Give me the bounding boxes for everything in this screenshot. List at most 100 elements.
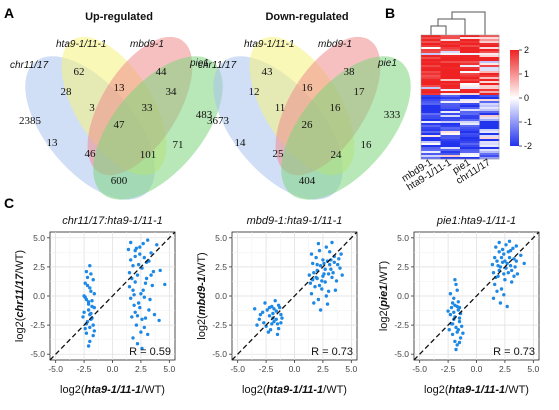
scatter-point <box>323 267 327 271</box>
heatmap-cell <box>421 47 441 50</box>
heatmap-cell <box>421 95 441 98</box>
y-axis-label-part: /WT) <box>196 252 208 276</box>
heatmap-cell <box>421 113 441 116</box>
scatter-point <box>340 273 344 277</box>
venn-down-title: Down-regulated <box>265 11 348 23</box>
heatmap-cell <box>440 109 461 112</box>
scatter-point <box>83 295 87 299</box>
x-tick-label: 5.0 <box>527 364 539 374</box>
scatter-point <box>505 304 509 309</box>
heatmap-cell <box>440 91 461 94</box>
heatmap-cell <box>440 107 461 110</box>
heatmap-cell <box>421 49 441 52</box>
scatter-point <box>461 331 465 335</box>
x-tick-label: -5.0 <box>230 364 245 374</box>
heatmap-cell <box>440 141 461 144</box>
scatter-point <box>255 323 259 327</box>
scatter-point <box>262 321 266 325</box>
scatter-point <box>316 297 321 302</box>
heatmap-cell <box>421 157 441 160</box>
heatmap-cell <box>479 99 500 102</box>
heatmap-cell <box>421 63 441 66</box>
scatter-point <box>502 272 506 276</box>
scatter-point <box>275 322 280 326</box>
x-axis-label: log2(hta9-1/11-1/WT) <box>242 384 347 396</box>
scatter-point <box>514 244 518 248</box>
scatter-point <box>307 273 311 277</box>
heatmap-cell <box>460 47 480 50</box>
identity-line <box>413 231 540 361</box>
heatmap-cell <box>479 153 500 156</box>
heatmap-cell <box>479 85 500 88</box>
heatmap-cell <box>460 155 480 158</box>
heatmap-cell <box>460 83 480 86</box>
heatmap-cell <box>460 101 480 104</box>
heatmap-cell <box>440 79 461 82</box>
heatmap-cell <box>421 69 441 72</box>
scatter-point <box>127 271 132 275</box>
heatmap-cell <box>479 41 500 44</box>
heatmap-cell <box>440 129 461 132</box>
y-tick-label: -5.0 <box>30 349 45 359</box>
scatter-point <box>131 288 135 292</box>
scatter-point <box>507 255 512 260</box>
heatmap-cell <box>479 151 500 154</box>
scatter-point <box>500 260 505 264</box>
scatter-point <box>456 328 460 332</box>
scatter-point <box>133 280 137 284</box>
scatter-point <box>494 245 498 249</box>
heatmap-cell <box>440 135 461 138</box>
heatmap-cell <box>460 111 480 114</box>
scatter-point <box>138 252 142 256</box>
venn-up-label-hta9: hta9-1/11-1 <box>56 39 106 50</box>
heatmap-cell <box>421 141 441 144</box>
scatter-point <box>149 273 153 277</box>
scatter-point <box>139 330 143 334</box>
heatmap-cell <box>460 145 480 148</box>
heatmap-cells <box>420 34 500 160</box>
correlation-label: R = 0.73 <box>493 346 535 358</box>
scatter-point <box>148 297 152 302</box>
scatter-point <box>88 325 92 330</box>
heatmap-cell <box>421 111 441 114</box>
scatter-point <box>266 330 271 334</box>
scatter-point <box>448 312 453 317</box>
scatter-point <box>141 241 145 246</box>
heatmap: 210-1-2 mbd9-1 hta9-1/11-1 pie1 chr11/17 <box>400 11 532 193</box>
venn-down-region-count: 16 <box>330 102 342 114</box>
heatmap-cell <box>421 55 441 58</box>
scatter-pie1-vs-hta9: R = 0.73 pie1:hta9-1/11-1 -5.0 -2.5 0.0 2.5 5.… <box>378 215 539 396</box>
heatmap-cell <box>421 43 441 46</box>
dendrogram-link <box>451 11 486 35</box>
heatmap-cell <box>421 59 441 62</box>
heatmap-cell <box>460 65 480 68</box>
heatmap-cell <box>460 107 480 110</box>
heatmap-cell <box>460 141 480 144</box>
x-axis-label: log2(hta9-1/11-1/WT) <box>424 384 529 396</box>
heatmap-cell <box>460 97 480 100</box>
heatmap-cell <box>479 49 500 52</box>
scatter-point <box>326 289 331 293</box>
scatter-point <box>326 272 331 276</box>
scatter-point <box>504 243 508 247</box>
scatter-point <box>141 288 145 292</box>
scatter-point <box>454 282 458 287</box>
heatmap-cell <box>460 45 480 48</box>
heatmap-cell <box>479 57 500 60</box>
heatmap-cell <box>479 123 500 126</box>
heatmap-cell <box>421 153 441 156</box>
heatmap-cell <box>440 121 461 124</box>
heatmap-cell <box>421 85 441 88</box>
x-axis-label-part: log2( <box>60 384 85 396</box>
heatmap-cell <box>421 97 441 100</box>
scatter-point <box>133 254 137 259</box>
scatter-point <box>150 283 154 288</box>
heatmap-cell <box>479 47 500 50</box>
scatter-point <box>328 250 332 254</box>
heatmap-cell <box>440 65 461 68</box>
scatter-point <box>132 293 136 297</box>
heatmap-cell <box>440 59 461 62</box>
heatmap-cell <box>440 93 461 96</box>
venn-up-region-count: 13 <box>47 137 59 149</box>
heatmap-cell <box>440 95 461 98</box>
